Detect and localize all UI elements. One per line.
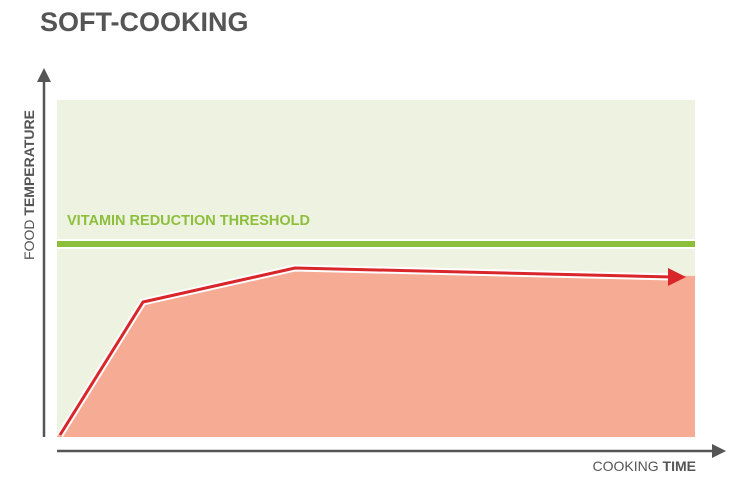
- curve-arrowhead: [668, 268, 686, 286]
- temperature-area: [57, 268, 695, 437]
- threshold-label: VITAMIN REDUCTION THRESHOLD: [67, 213, 310, 229]
- title: SOFT-COOKING: [40, 7, 249, 37]
- y-axis-label: FOOD TEMPERATURE: [21, 110, 37, 260]
- x-axis-label: COOKING TIME: [593, 458, 696, 474]
- y-axis-arrow: [37, 68, 51, 82]
- y-axis-label-light: FOOD: [21, 219, 37, 259]
- y-axis-label-bold: TEMPERATURE: [21, 110, 37, 216]
- x-axis-label-bold: TIME: [663, 458, 696, 474]
- temperature-curve: [58, 266, 673, 436]
- x-axis-arrow: [712, 444, 726, 458]
- x-axis-label-light: COOKING: [593, 458, 659, 474]
